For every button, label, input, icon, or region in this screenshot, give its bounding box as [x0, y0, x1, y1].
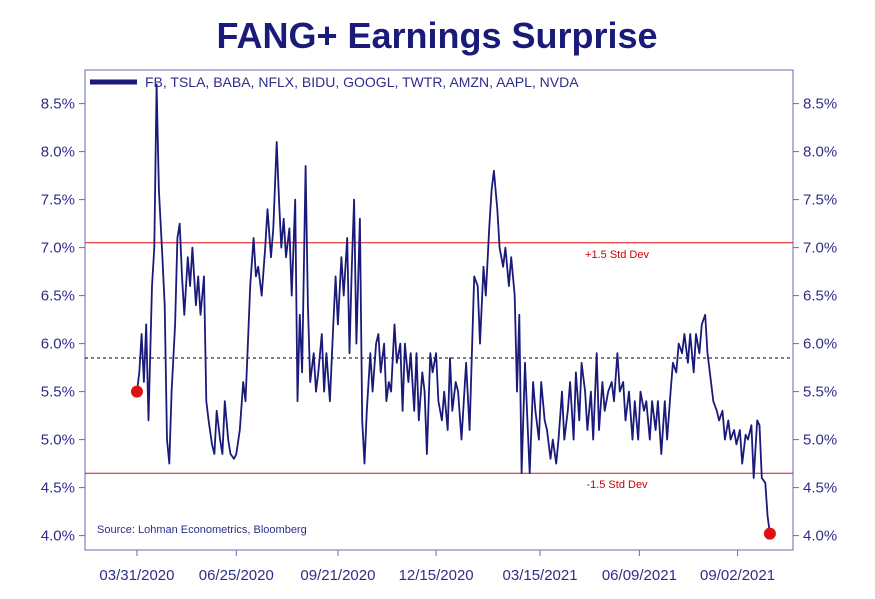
y-tick-label: 7.0%	[803, 240, 837, 257]
x-axis: 03/31/2020 06/25/2020 09/21/2020 12/15/2020…	[99, 550, 775, 584]
y-tick-label: 7.5%	[41, 192, 75, 209]
plot-area	[84, 69, 794, 551]
chart-title: FANG+ Earnings Surprise	[216, 15, 657, 56]
y-tick-label: 5.5%	[41, 384, 75, 401]
y-axis-right: 8.5% 8.0% 7.5% 7.0% 6.5% 6.0% 5.5% 5.0% 4.5% 4.0%	[793, 96, 837, 545]
y-tick-label: 8.5%	[41, 96, 75, 113]
x-tick-label: 09/02/2021	[700, 567, 775, 584]
legend-label: FB, TSLA, BABA, NFLX, BIDU, GOOGL, TWTR,…	[145, 74, 579, 90]
y-tick-label: 5.0%	[803, 432, 837, 449]
legend: FB, TSLA, BABA, NFLX, BIDU, GOOGL, TWTR,…	[90, 74, 579, 90]
y-tick-label: 4.0%	[41, 528, 75, 545]
reference-lines: +1.5 Std Dev -1.5 Std Dev	[85, 242, 793, 491]
series-line	[136, 83, 771, 534]
reference-line-label: +1.5 Std Dev	[585, 249, 649, 261]
y-tick-label: 5.5%	[803, 384, 837, 401]
y-tick-label: 7.5%	[803, 192, 837, 209]
x-tick-label: 03/31/2020	[99, 567, 174, 584]
y-tick-label: 5.0%	[41, 432, 75, 449]
y-tick-label: 4.5%	[41, 480, 75, 497]
x-tick-label: 03/15/2021	[503, 567, 578, 584]
reference-line-label: -1.5 Std Dev	[586, 479, 648, 491]
highlight-marker	[130, 385, 143, 398]
y-tick-label: 4.5%	[803, 480, 837, 497]
y-tick-label: 6.5%	[803, 288, 837, 305]
y-tick-label: 8.0%	[41, 144, 75, 161]
y-tick-label: 8.0%	[803, 144, 837, 161]
y-tick-label: 7.0%	[41, 240, 75, 257]
source-note: Source: Lohman Econometrics, Bloomberg	[97, 524, 307, 536]
y-tick-label: 6.0%	[803, 336, 837, 353]
x-tick-label: 06/09/2021	[602, 567, 677, 584]
highlight-marker	[763, 527, 776, 540]
y-axis-left: 8.5% 8.0% 7.5% 7.0% 6.5% 6.0% 5.5% 5.0% 4.5% 4.0%	[41, 96, 85, 545]
x-tick-label: 09/21/2020	[300, 567, 375, 584]
y-tick-label: 4.0%	[803, 528, 837, 545]
x-tick-label: 06/25/2020	[199, 567, 274, 584]
x-tick-label: 12/15/2020	[399, 567, 474, 584]
y-tick-label: 6.5%	[41, 288, 75, 305]
markers	[130, 385, 776, 540]
y-tick-label: 6.0%	[41, 336, 75, 353]
y-tick-label: 8.5%	[803, 96, 837, 113]
